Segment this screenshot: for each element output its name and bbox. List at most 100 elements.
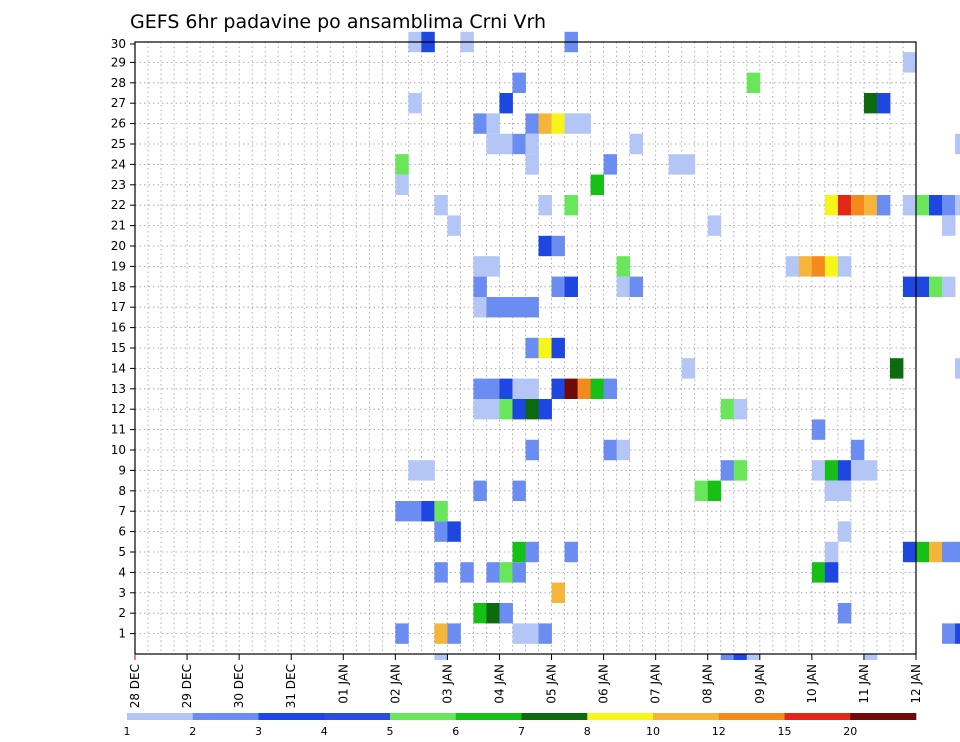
x-tick-label: 04 JAN [492, 664, 506, 704]
x-tick-label: 03 JAN [440, 664, 454, 704]
heatmap-cell [486, 297, 500, 318]
heatmap-cell [837, 480, 852, 501]
y-tick-label: 1 [118, 627, 126, 641]
heatmap-cell [824, 256, 839, 277]
heatmap-cell [486, 399, 500, 420]
colorbar-swatch [127, 713, 194, 720]
colorbar-label: 1 [124, 725, 131, 738]
x-tick-label: 08 JAN [701, 664, 715, 704]
heatmap-cell [629, 276, 644, 297]
heatmap-cell [590, 378, 604, 399]
heatmap-cell [473, 378, 487, 399]
heatmap-cell [850, 460, 865, 481]
heatmap-cell [929, 541, 943, 563]
heatmap-cell [590, 174, 604, 195]
y-tick-label: 10 [111, 443, 126, 457]
heatmap-cell [395, 174, 409, 195]
heatmap-cell [798, 256, 813, 277]
colorbar-legend: 1 2 3 4 5 6 7 8 10 12 15 20 [124, 713, 917, 738]
heatmap-cell [876, 93, 891, 114]
heatmap-cell [551, 582, 565, 603]
y-tick-label: 21 [111, 219, 126, 233]
heatmap-cell [551, 378, 565, 399]
heatmap-cell [434, 521, 448, 542]
colorbar-label: 15 [778, 725, 792, 738]
y-tick-label: 2 [118, 606, 126, 620]
heatmap-cell [720, 399, 735, 420]
y-tick-label: 22 [111, 198, 126, 212]
heatmap-cell [942, 195, 956, 216]
heatmap-cell [863, 460, 878, 481]
colorbar-swatch [455, 713, 522, 720]
heatmap-cell [837, 603, 852, 624]
heatmap-cell [837, 195, 852, 216]
colorbar-label: 10 [646, 725, 660, 738]
y-tick-label: 8 [118, 484, 126, 498]
heatmap-cell [955, 541, 960, 563]
heatmap-cell [746, 654, 761, 660]
x-tick-label: 12 JAN [909, 664, 923, 704]
heatmap-cell [395, 154, 409, 175]
y-tick-label: 29 [111, 55, 126, 69]
colorbar-label: 4 [321, 725, 328, 738]
y-tick-label: 12 [111, 402, 126, 416]
heatmap-cell [525, 113, 539, 134]
heatmap-cell [811, 460, 826, 481]
y-tick-label: 24 [111, 157, 126, 171]
y-tick-label: 6 [118, 525, 126, 539]
heatmap-cell [551, 235, 565, 257]
y-tick-label: 15 [111, 341, 126, 355]
heatmap-cell [811, 419, 826, 440]
heatmap-cell [525, 623, 539, 644]
colorbar-label: 2 [189, 725, 196, 738]
y-tick-label: 13 [111, 382, 126, 396]
heatmap-cell [942, 541, 956, 563]
x-tick-label: 09 JAN [753, 664, 767, 704]
y-tick-label: 19 [111, 259, 126, 273]
heatmap-cell [499, 133, 513, 155]
x-tick-label: 30 DEC [232, 664, 246, 708]
heatmap-cell [668, 154, 683, 175]
x-tick-label: 11 JAN [857, 664, 871, 704]
heatmap-cell [434, 562, 448, 583]
colorbar-swatch [587, 713, 654, 720]
heatmap-cell [499, 603, 513, 624]
x-axis: 28 DEC 29 DEC 30 DEC 31 DEC 01 JAN 02 JAN 03 J… [128, 654, 923, 708]
heatmap-cell [824, 562, 839, 583]
x-tick-label: 28 DEC [128, 664, 142, 708]
heatmap-cell [707, 215, 722, 236]
heatmap-cell [902, 276, 917, 297]
colorbar-swatch [521, 713, 588, 720]
heatmap-cell [564, 541, 578, 563]
colorbar-swatch [784, 713, 851, 720]
heatmap-cell [837, 460, 852, 481]
heatmap-cell [434, 654, 448, 660]
heatmap-cell [955, 133, 960, 155]
heatmap-cell [512, 480, 526, 501]
heatmap-cell [929, 276, 943, 297]
heatmap-cell [616, 439, 631, 461]
heatmap-cell [551, 113, 565, 134]
heatmap-cell [473, 256, 487, 277]
heatmap-cell [824, 195, 839, 216]
heatmap-cell [916, 541, 930, 563]
heatmap-cell [538, 235, 552, 257]
y-tick-label: 11 [111, 423, 126, 437]
heatmap-cell [863, 654, 878, 660]
heatmap-cell [538, 337, 552, 359]
heatmap-cell [837, 521, 852, 542]
heatmap-cell [902, 541, 917, 563]
heatmap-cell [525, 439, 539, 461]
heatmap-cell [551, 337, 565, 359]
grid-lines [135, 42, 916, 654]
colorbar-swatch [653, 713, 720, 720]
heatmap-cell [499, 562, 513, 583]
heatmap-cell [395, 501, 409, 522]
heatmap-cell [512, 297, 526, 318]
heatmap-cell [525, 337, 539, 359]
heatmap-cell [942, 623, 956, 644]
heatmap-cell [421, 501, 435, 522]
heatmap-cell [824, 541, 839, 563]
heatmap-cell [955, 195, 960, 216]
